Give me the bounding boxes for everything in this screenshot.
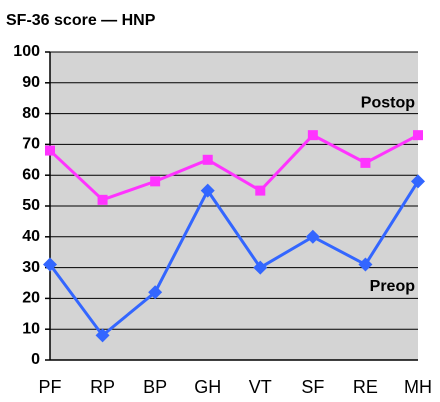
y-tick-label: 90: [22, 74, 40, 91]
y-tick-label: 30: [22, 259, 40, 276]
series-line: [48, 180, 420, 338]
marker: [411, 174, 425, 189]
series-label: Postop: [361, 94, 415, 111]
marker: [43, 257, 57, 272]
y-tick-label: 60: [22, 166, 40, 183]
marker: [413, 130, 423, 141]
y-tick-label: 40: [22, 228, 40, 245]
y-tick-label: 50: [22, 197, 40, 214]
marker: [95, 328, 110, 343]
marker: [255, 185, 266, 196]
marker: [45, 145, 55, 156]
marker: [202, 154, 213, 165]
x-tick-label: RP: [90, 377, 115, 397]
x-tick-label: SF: [301, 377, 324, 397]
y-tick-label: 0: [31, 351, 40, 368]
chart-title: SF-36 score — HNP: [6, 12, 156, 29]
series-label: Preop: [370, 278, 416, 295]
x-tick-label: BP: [143, 377, 167, 397]
series-line: [48, 133, 419, 202]
marker: [360, 157, 371, 168]
y-tick-label: 10: [22, 320, 40, 337]
y-tick-label: 80: [22, 105, 40, 122]
y-tick-label: 100: [13, 43, 40, 60]
marker: [148, 285, 163, 300]
marker: [307, 130, 318, 141]
marker: [97, 194, 108, 205]
marker: [305, 229, 320, 244]
x-tick-label: PF: [38, 377, 61, 397]
y-tick-label: 70: [22, 136, 40, 153]
marker: [150, 176, 161, 187]
y-tick-label: 20: [22, 290, 40, 307]
x-tick-label: GH: [194, 377, 221, 397]
x-tick-label: VT: [249, 377, 272, 397]
x-tick-label: RE: [353, 377, 378, 397]
marker: [200, 183, 215, 198]
marker: [358, 257, 373, 272]
x-tick-label: MH: [404, 377, 432, 397]
marker: [253, 260, 268, 275]
